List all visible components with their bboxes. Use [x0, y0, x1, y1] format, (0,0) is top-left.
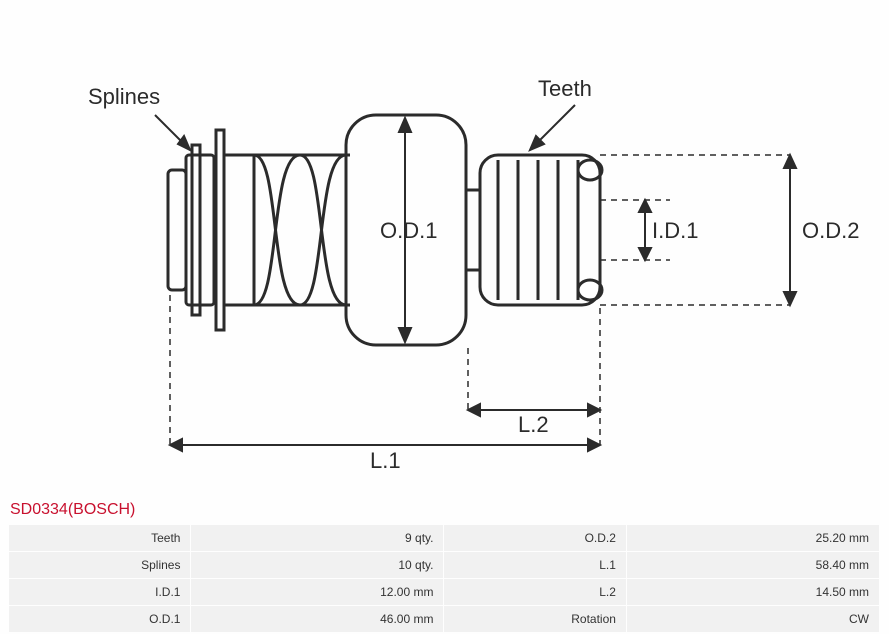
table-row: Teeth 9 qty. O.D.2 25.20 mm [9, 525, 879, 551]
spec-label: Rotation [444, 606, 625, 632]
spec-value: 58.40 mm [627, 552, 879, 578]
spec-value: 12.00 mm [191, 579, 443, 605]
spec-value: CW [627, 606, 879, 632]
table-row: Splines 10 qty. L.1 58.40 mm [9, 552, 879, 578]
spec-value: 14.50 mm [627, 579, 879, 605]
label-id1: I.D.1 [652, 218, 698, 244]
label-teeth: Teeth [538, 76, 592, 102]
spec-label: Splines [9, 552, 190, 578]
spec-label: L.1 [444, 552, 625, 578]
diagram-svg [70, 60, 860, 480]
label-l1: L.1 [370, 448, 401, 474]
label-l2: L.2 [518, 412, 549, 438]
spec-label: O.D.2 [444, 525, 625, 551]
technical-diagram: Splines Teeth O.D.1 I.D.1 O.D.2 L.2 L.1 [70, 60, 860, 480]
spec-label: Teeth [9, 525, 190, 551]
spec-value: 10 qty. [191, 552, 443, 578]
spec-label: I.D.1 [9, 579, 190, 605]
part-title: SD0334(BOSCH) [10, 501, 135, 519]
spec-value: 9 qty. [191, 525, 443, 551]
spec-value: 46.00 mm [191, 606, 443, 632]
table-row: O.D.1 46.00 mm Rotation CW [9, 606, 879, 632]
spec-label: L.2 [444, 579, 625, 605]
specifications-table: Teeth 9 qty. O.D.2 25.20 mm Splines 10 q… [8, 524, 880, 633]
label-splines: Splines [88, 84, 160, 110]
label-od2: O.D.2 [802, 218, 859, 244]
label-od1: O.D.1 [380, 218, 437, 244]
table-row: I.D.1 12.00 mm L.2 14.50 mm [9, 579, 879, 605]
spec-value: 25.20 mm [627, 525, 879, 551]
spec-label: O.D.1 [9, 606, 190, 632]
